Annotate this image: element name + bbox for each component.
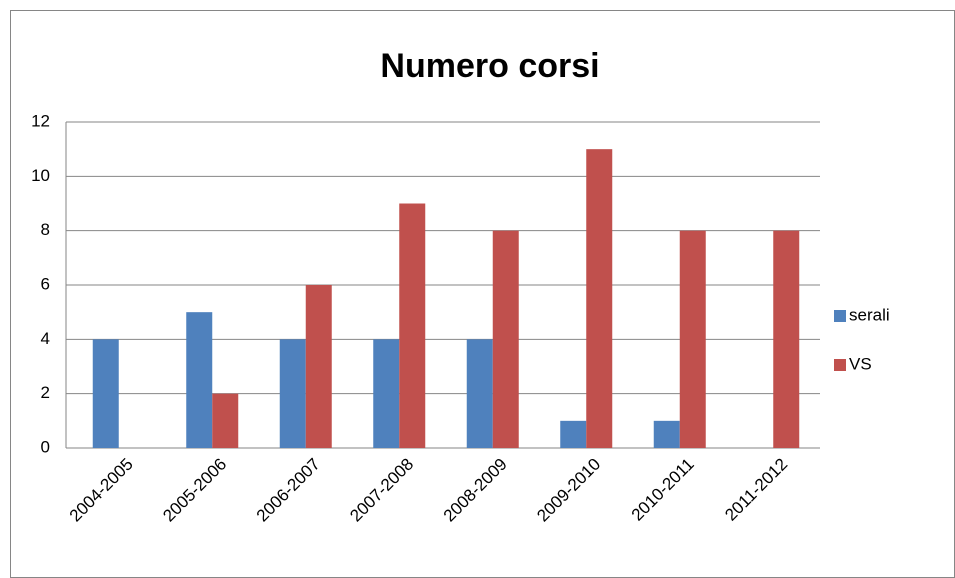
bar (399, 203, 426, 448)
legend-swatch (834, 310, 846, 322)
bar (560, 420, 587, 448)
y-tick-label: 0 (41, 437, 50, 456)
y-tick-label: 10 (31, 166, 50, 185)
legend-swatch (834, 359, 846, 371)
y-tick-label: 8 (41, 220, 50, 239)
bar (92, 339, 119, 448)
bar (212, 393, 239, 448)
bar (679, 230, 706, 448)
bar (279, 339, 306, 448)
y-tick-label: 6 (41, 274, 50, 293)
y-tick-label: 12 (31, 111, 50, 130)
y-tick-label: 2 (41, 383, 50, 402)
legend-label: serali (849, 305, 890, 324)
bar (373, 339, 400, 448)
bar (186, 312, 213, 448)
bar (773, 230, 800, 448)
bar (653, 420, 680, 448)
bar (466, 339, 493, 448)
legend-label: VS (849, 354, 872, 373)
bar (305, 285, 332, 448)
y-tick-label: 4 (41, 329, 50, 348)
chart-title: Numero corsi (380, 47, 599, 85)
bar (492, 230, 519, 448)
bar (586, 149, 613, 448)
